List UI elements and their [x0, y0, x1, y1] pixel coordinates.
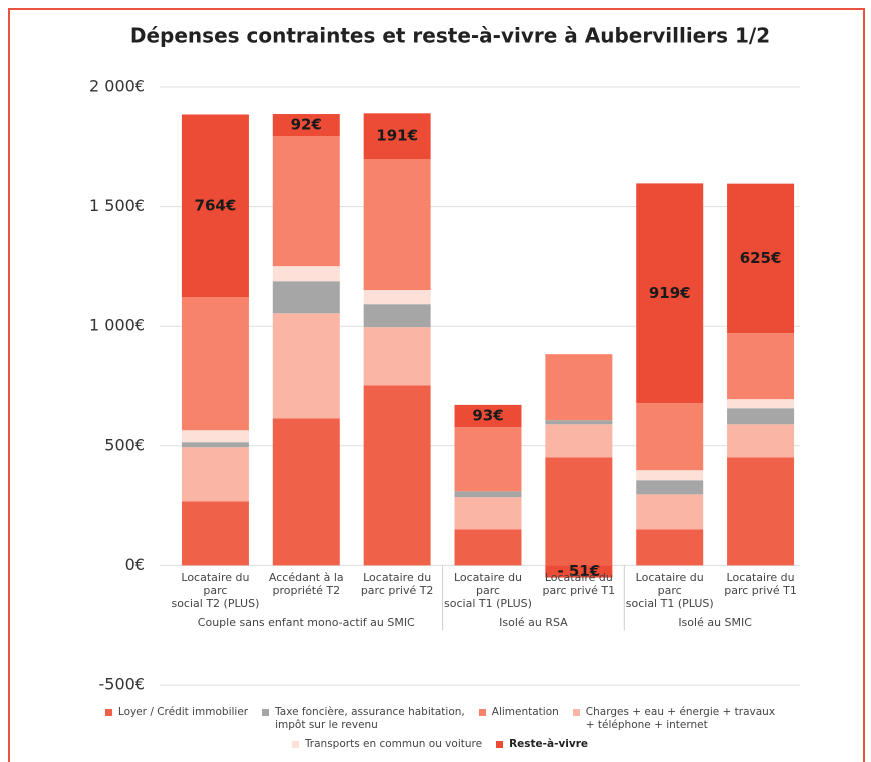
legend: Loyer / Crédit immobilier Taxe foncière, … — [90, 706, 790, 751]
bar-segment — [454, 497, 522, 530]
y-tick-label: 500€ — [104, 435, 145, 454]
legend-swatch — [478, 709, 486, 716]
bar-segment — [363, 158, 431, 291]
bar-segment — [272, 266, 340, 282]
legend-swatch — [291, 741, 299, 748]
bar-segment — [272, 114, 340, 137]
frame — [8, 8, 865, 762]
legend-swatch — [496, 741, 504, 748]
x-tick-label: Locataire du parc privé T1 — [542, 571, 616, 598]
x-tick-label: Accédant à la propriété T2 — [268, 571, 344, 598]
bar-segment — [454, 491, 522, 498]
legend-label: Loyer / Crédit immobilier — [117, 706, 249, 718]
legend-label: Taxe foncière, assurance habitation, imp… — [275, 706, 465, 731]
data-label: 191€ — [376, 127, 418, 145]
bar-segment — [727, 457, 795, 566]
bar-segment — [272, 136, 340, 267]
bar-segment — [454, 404, 522, 428]
bar-segment — [363, 327, 431, 386]
bar-segment — [272, 281, 340, 314]
bar-segment — [454, 529, 522, 566]
y-tick-label: 1 500€ — [89, 196, 145, 215]
legend-swatch — [572, 709, 580, 716]
bar-segment — [272, 418, 340, 566]
group-label: Isolé au RSA — [499, 616, 568, 630]
legend-item: Taxe foncière, assurance habitation, imp… — [262, 706, 465, 732]
legend-swatch — [104, 709, 112, 716]
bar-segment — [727, 333, 795, 400]
legend-swatch — [262, 709, 270, 716]
data-label: 625€ — [740, 249, 782, 267]
bar-segment — [727, 183, 795, 334]
data-label: 93€ — [472, 407, 503, 425]
bar-segment — [363, 113, 431, 159]
bar-segment — [454, 427, 522, 492]
bar-segment — [181, 430, 249, 443]
chart-title: Dépenses contraintes et reste-à-vivre à … — [130, 24, 770, 48]
x-tick-label: Locataire du parc privé T1 — [724, 571, 797, 598]
legend-label: Transports en commun ou voiture — [304, 738, 483, 750]
bar-segment — [636, 183, 704, 404]
group-label: Isolé au SMIC — [678, 616, 752, 630]
legend-label: Charges + eau + énergie + travaux + télé… — [585, 706, 776, 731]
bar-segment — [636, 470, 704, 481]
x-tick-label: Locataire du parc social T1 (PLUS) — [625, 571, 714, 611]
data-label: 92€ — [291, 116, 322, 134]
legend-item: Loyer / Crédit immobilier — [104, 706, 249, 732]
bar-segment — [636, 494, 704, 530]
bar-segment — [181, 447, 249, 502]
bar-segment — [727, 399, 795, 409]
x-tick-label: Locataire du parc social T1 (PLUS) — [444, 571, 532, 611]
bar-segment — [363, 304, 431, 328]
bar-segment — [363, 290, 431, 305]
data-label: 764€ — [195, 196, 237, 214]
y-tick-label: 2 000€ — [89, 77, 145, 96]
bar-segment — [545, 354, 613, 421]
bar-segment — [363, 385, 431, 566]
group-label: Couple sans enfant mono-actif au SMIC — [197, 616, 415, 630]
y-tick-label: 0€ — [125, 555, 145, 574]
bar-segment — [727, 424, 795, 458]
bar-segment — [636, 529, 704, 566]
bar-segment — [545, 457, 613, 566]
bar-segment — [545, 565, 613, 578]
y-tick-label: 1 000€ — [89, 316, 145, 335]
legend-item: Reste-à-vivre — [496, 738, 588, 751]
legend-item: Charges + eau + énergie + travaux + télé… — [572, 706, 776, 732]
legend-item: Alimentation — [478, 706, 559, 732]
legend-label: Alimentation — [491, 706, 559, 718]
bar-segment — [545, 424, 613, 458]
legend-label: Reste-à-vivre — [509, 738, 589, 750]
bar-segment — [181, 297, 249, 431]
bar-segment — [181, 442, 249, 448]
data-label: 919€ — [649, 284, 691, 302]
bar-segment — [272, 313, 340, 419]
bar-segment — [181, 501, 249, 566]
bar-segment — [181, 114, 249, 298]
x-tick-label: Locataire du parc social T2 (PLUS) — [171, 571, 260, 611]
bar-segment — [636, 403, 704, 471]
y-tick-label: -500€ — [99, 675, 146, 694]
bar-segment — [545, 420, 613, 425]
bar-segment — [727, 408, 795, 425]
legend-item: Transports en commun ou voiture — [291, 738, 483, 751]
x-tick-label: Locataire du parc privé T2 — [360, 571, 434, 598]
bar-segment — [636, 480, 704, 495]
data-label: - 51€ — [557, 562, 600, 580]
